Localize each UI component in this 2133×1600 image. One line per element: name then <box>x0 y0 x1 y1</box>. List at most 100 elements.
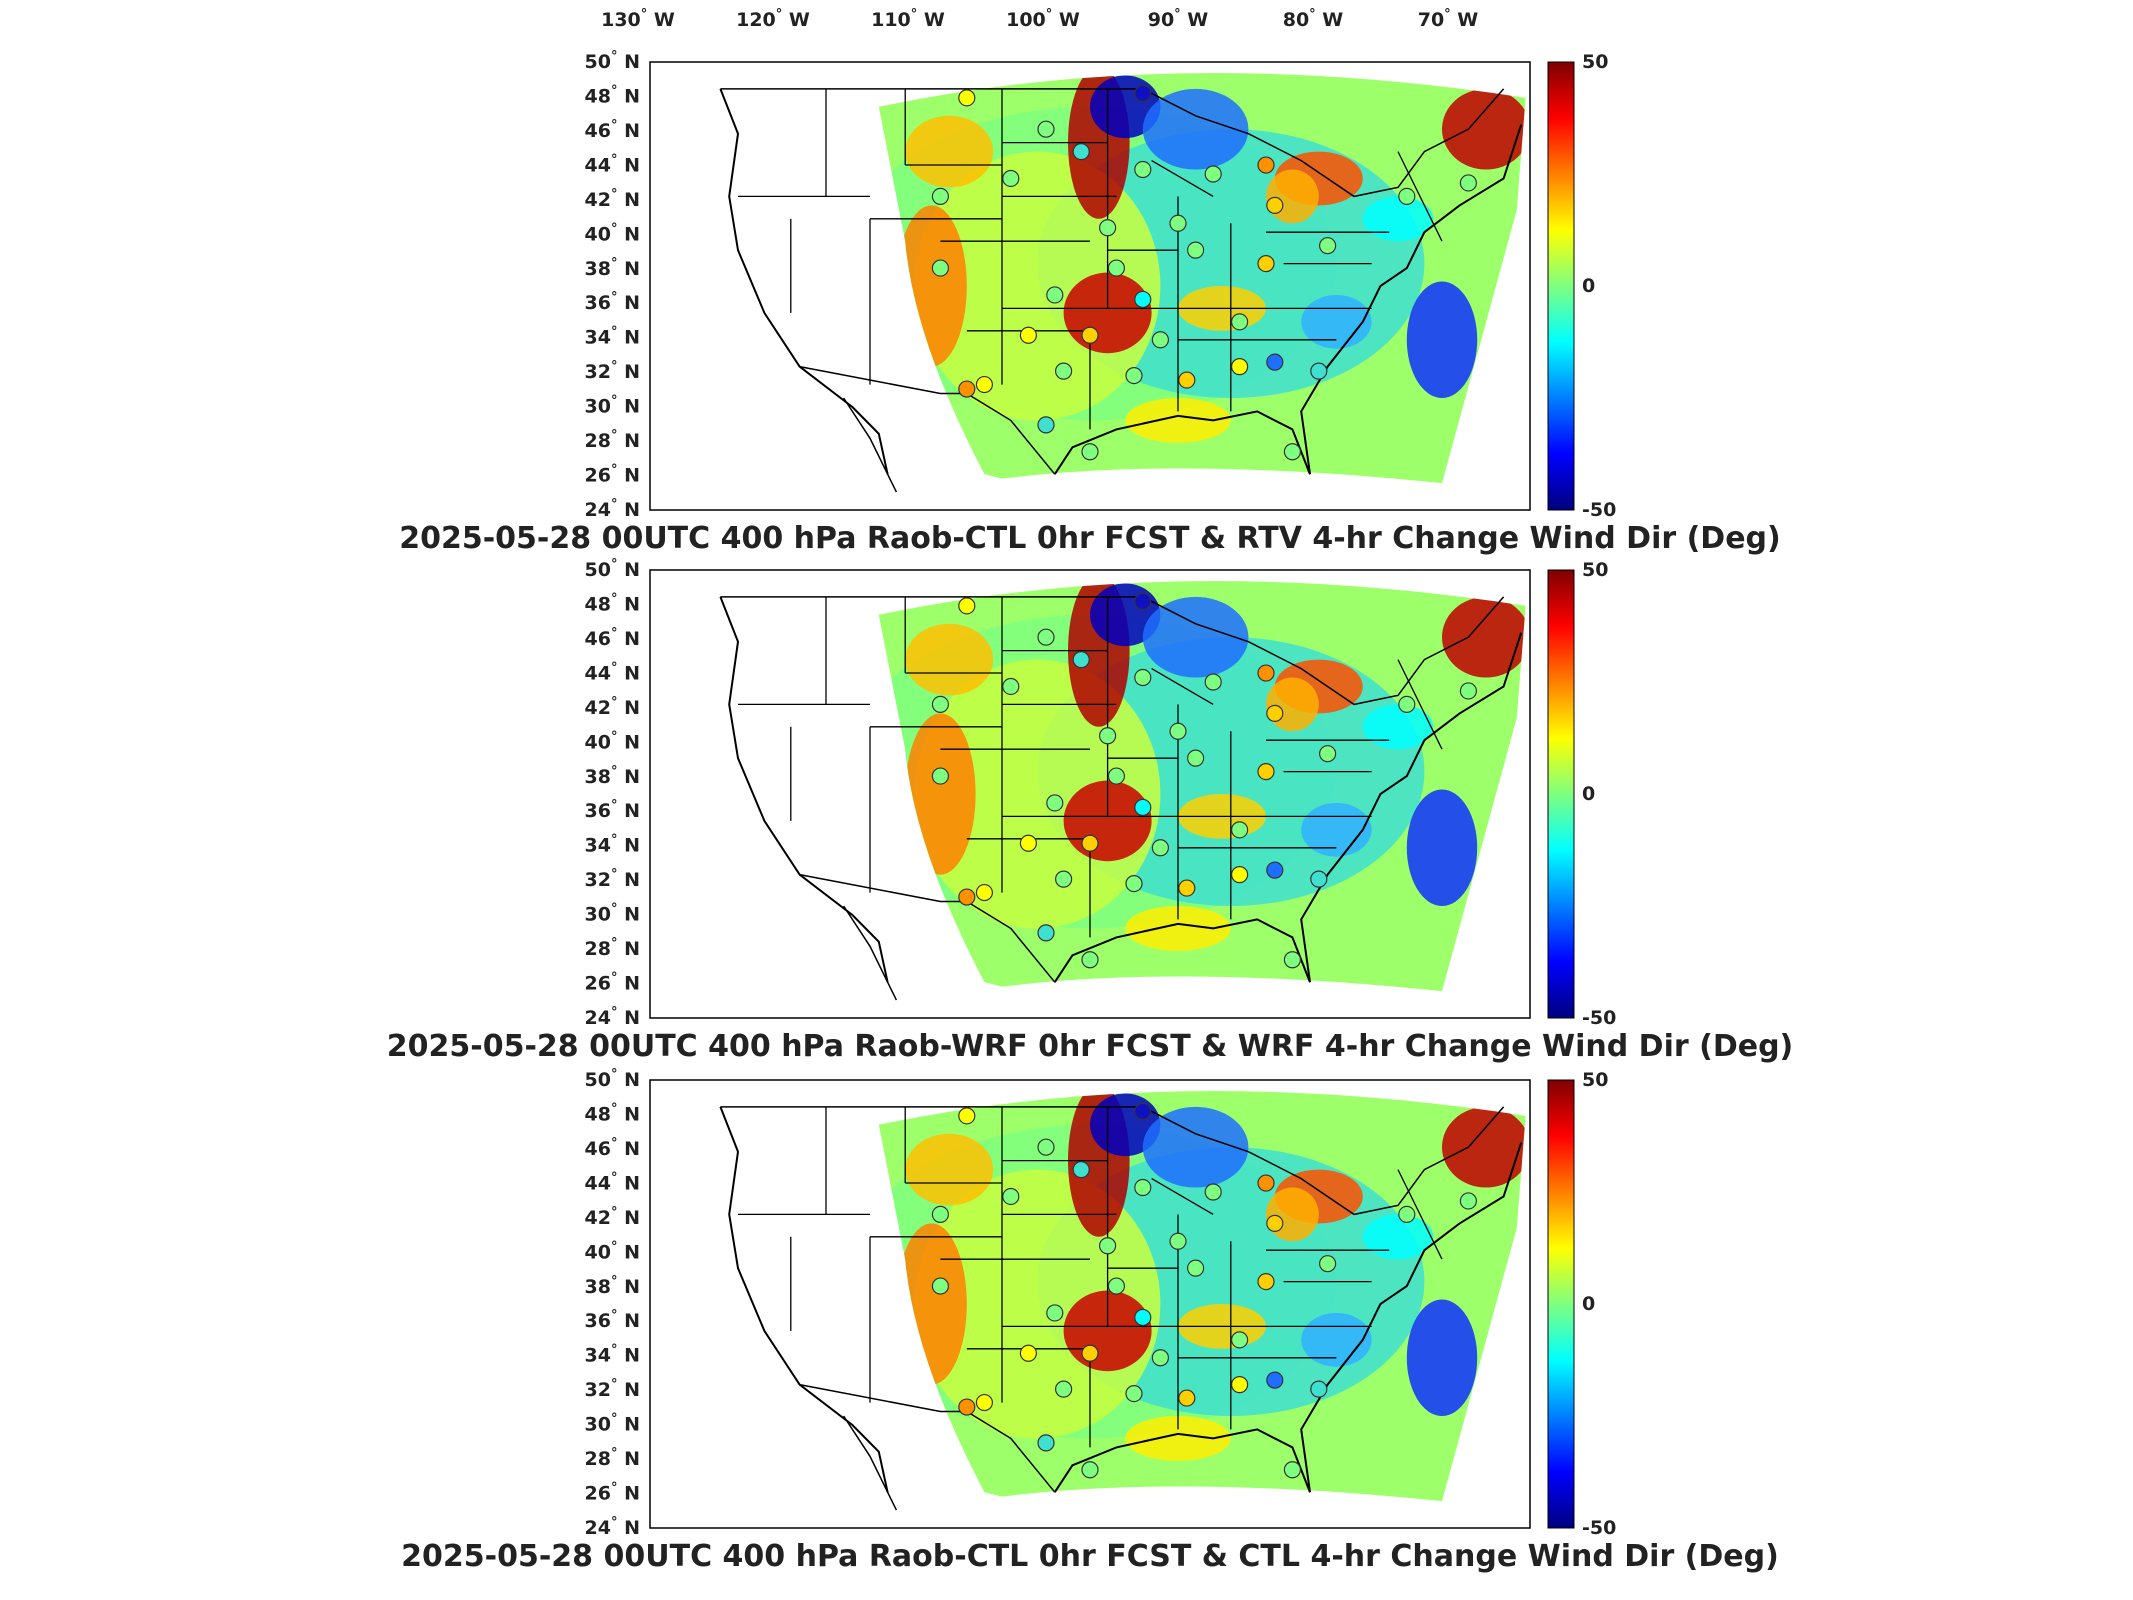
lat-label: 24° N <box>585 1515 640 1539</box>
lon-label: 110° W <box>871 7 945 31</box>
colorbar-tick-label: 0 <box>1582 275 1595 297</box>
lat-label: 28° N <box>585 936 640 960</box>
raob-station-marker <box>1019 1344 1038 1362</box>
raob-station-marker <box>1257 255 1275 273</box>
raob-station-marker <box>1134 1102 1152 1120</box>
raob-station-marker <box>958 380 976 398</box>
raob-station-marker <box>931 259 950 277</box>
raob-station-marker <box>1134 290 1152 309</box>
colorbar-scale <box>1547 569 1575 1019</box>
raob-station-marker <box>1037 416 1055 434</box>
latitude-axis: 50° N 48° N 46° N 44° N 42° N 40° N 38° N 36° N… <box>585 557 640 1029</box>
raob-station-marker <box>975 1393 994 1412</box>
lon-label: 100° W <box>1006 7 1080 31</box>
raob-station-marker <box>1310 362 1328 380</box>
raob-station-marker <box>1257 1174 1275 1192</box>
lat-label: 24° N <box>585 497 640 521</box>
raob-station-marker <box>958 1398 976 1416</box>
raob-station-marker <box>1266 861 1284 879</box>
raob-station-marker <box>1230 358 1249 376</box>
raob-station-marker <box>1134 84 1152 102</box>
panel-title: 2025-05-28 00UTC 400 hPa Raob-CTL 0hr FC… <box>401 1539 1779 1574</box>
colorbar-tick-label: 50 <box>1582 51 1608 73</box>
raob-station-marker <box>931 1205 950 1224</box>
raob-station-marker <box>958 597 976 615</box>
raob-station-marker <box>1266 1371 1284 1389</box>
raob-station-marker <box>1459 682 1478 700</box>
raob-station-marker <box>1230 1376 1249 1394</box>
raob-station-marker <box>1054 870 1073 888</box>
colorbar-tick-label: 50 <box>1582 1069 1608 1091</box>
raob-station-marker <box>1186 749 1205 767</box>
raob-station-marker <box>1081 326 1099 344</box>
raob-station-marker <box>1002 169 1020 188</box>
raob-station-marker <box>1107 259 1126 277</box>
raob-station-marker <box>1107 1277 1126 1295</box>
raob-station-marker <box>1081 1461 1099 1479</box>
raob-station-marker <box>1125 1384 1143 1403</box>
raob-station-marker <box>1186 1259 1205 1277</box>
longitude-axis: 130° W 120° W 110° W 100° W 90° W 80° W … <box>601 7 1478 31</box>
lat-label: 36° N <box>585 290 640 314</box>
map-frame <box>649 569 1531 1019</box>
raob-station-marker <box>1257 1272 1275 1291</box>
raob-station-marker <box>1134 668 1152 687</box>
lat-label: 32° N <box>585 867 640 891</box>
raob-station-marker <box>1257 156 1275 174</box>
raob-station-marker <box>1081 443 1099 461</box>
raob-station-marker <box>1098 219 1117 237</box>
raob-station-marker <box>1169 1232 1187 1250</box>
raob-station-marker <box>1169 214 1187 232</box>
raob-station-marker <box>1019 326 1038 344</box>
raob-station-marker <box>1178 1389 1196 1407</box>
raob-station-marker <box>958 888 976 906</box>
map-panel: 50° N 48° N 46° N 44° N 42° N 40° N 38° N 36° N… <box>401 1067 1779 1574</box>
lat-label: 36° N <box>585 798 640 822</box>
lon-label: 70° W <box>1418 7 1479 31</box>
raob-station-marker <box>1398 695 1416 714</box>
raob-station-marker <box>1230 866 1249 884</box>
colorbar-tick-label: 0 <box>1582 1293 1595 1315</box>
raob-stations <box>931 84 1478 461</box>
raob-station-marker <box>1037 628 1055 646</box>
raob-station-marker <box>1266 196 1284 214</box>
raob-station-marker <box>1151 331 1170 349</box>
raob-station-marker <box>1186 241 1205 259</box>
raob-station-marker <box>1134 592 1152 610</box>
latitude-axis: 50° N 48° N 46° N 44° N 42° N 40° N 38° N 36° N… <box>585 1067 640 1539</box>
raob-station-marker <box>1204 1183 1222 1201</box>
raob-station-marker <box>1134 1308 1152 1327</box>
raob-station-marker <box>1054 362 1073 380</box>
raob-station-marker <box>1169 722 1187 740</box>
lat-label: 32° N <box>585 359 640 383</box>
raob-station-marker <box>1318 237 1337 255</box>
state-boundaries <box>719 1106 1523 1511</box>
colorbar-scale <box>1547 61 1575 511</box>
raob-station-marker <box>931 187 950 205</box>
lon-label: 80° W <box>1283 7 1344 31</box>
lat-label: 42° N <box>585 1205 640 1229</box>
raob-station-marker <box>1178 879 1196 897</box>
lat-label: 40° N <box>585 221 640 245</box>
lat-label: 40° N <box>585 729 640 753</box>
raob-station-marker <box>1037 1138 1055 1156</box>
raob-station-marker <box>1081 834 1099 852</box>
lat-label: 50° N <box>585 1067 640 1091</box>
raob-station-marker <box>1037 120 1055 138</box>
raob-station-marker <box>1204 165 1222 183</box>
raob-station-marker <box>1151 1349 1170 1367</box>
raob-station-marker <box>958 1107 976 1125</box>
lat-label: 24° N <box>585 1005 640 1029</box>
lat-label: 28° N <box>585 1446 640 1470</box>
raob-station-marker <box>1072 1160 1090 1179</box>
colorbar: 50 0 -50 <box>1547 1069 1616 1539</box>
raob-station-marker <box>1318 745 1337 763</box>
lat-label: 34° N <box>585 833 640 857</box>
raob-station-marker <box>1081 951 1099 969</box>
raob-station-marker <box>931 695 950 714</box>
raob-station-marker <box>1002 677 1020 696</box>
raob-station-marker <box>1459 174 1478 192</box>
raob-stations <box>931 1102 1478 1479</box>
lat-label: 26° N <box>585 971 640 995</box>
